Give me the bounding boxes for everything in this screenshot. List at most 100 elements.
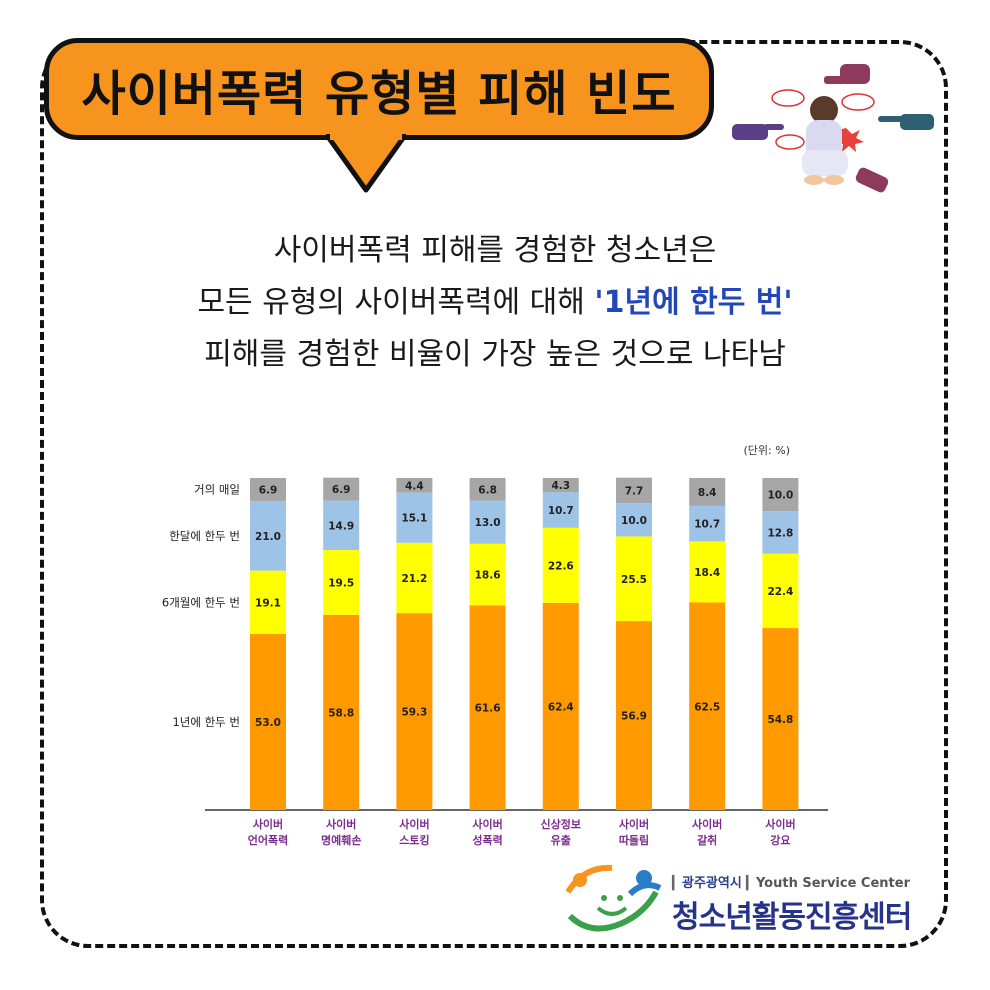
bar-segment (250, 478, 286, 501)
bar-segment (542, 527, 579, 603)
logo-name: 청소년활동진흥센터 (672, 900, 912, 935)
category-label: 스토킹 (399, 833, 429, 847)
data-label: 61.6 (475, 703, 501, 715)
logo-city: 광주광역시 (682, 876, 742, 891)
bar-segment (762, 511, 799, 554)
data-label: 6.9 (332, 484, 351, 496)
category-label: 언어폭력 (248, 833, 288, 847)
bar-segment (323, 550, 360, 615)
bar-segment (689, 478, 726, 506)
category-label: 사이버 (472, 817, 502, 831)
category-label: 사이버 (326, 817, 356, 831)
data-label: 25.5 (621, 574, 647, 586)
category-label: 명예훼손 (321, 833, 361, 847)
smiley-people-logo-icon (565, 864, 662, 932)
data-label: 15.1 (401, 513, 427, 525)
bar-segment (689, 505, 726, 542)
data-label: 18.6 (475, 570, 501, 582)
logo-english: Youth Service Center (755, 876, 910, 891)
category-label: 갈취 (697, 833, 717, 847)
data-label: 22.4 (767, 586, 793, 598)
bar-segment (323, 477, 360, 501)
data-label: 21.0 (255, 531, 281, 543)
category-label: 사이버 (619, 817, 649, 831)
bar-segment (616, 536, 652, 622)
data-label: 22.6 (548, 560, 574, 572)
bar-segment (250, 570, 286, 635)
category-label: 성폭력 (472, 833, 502, 847)
category-label: 유출 (551, 833, 571, 847)
bar-segment (323, 500, 360, 551)
category-label: 신상정보 (541, 817, 581, 831)
bar-segment (762, 553, 799, 629)
bar-segment (469, 478, 506, 501)
logo-subtitle: ▎광주광역시 ▎Youth Service Center (672, 872, 910, 891)
data-label: 21.2 (401, 573, 427, 585)
cyberbullying-illustration (732, 64, 934, 193)
data-label: 62.5 (694, 701, 720, 713)
data-label: 10.0 (621, 515, 647, 527)
bar-segment (469, 500, 506, 544)
category-label: 사이버 (253, 817, 283, 831)
category-label: 사이버 (399, 817, 429, 831)
bar-segment (762, 628, 799, 810)
bar-segment (469, 605, 506, 810)
data-label: 14.9 (328, 520, 354, 532)
data-label: 4.3 (551, 480, 570, 492)
data-label: 56.9 (621, 711, 647, 723)
bar-segment (250, 500, 286, 571)
page-title: 사이버폭력 유형별 피해 빈도 (81, 66, 677, 122)
bar-segment (323, 614, 360, 810)
data-label: 53.0 (255, 717, 281, 729)
bar-segment (689, 602, 726, 810)
fist-icon (824, 64, 870, 84)
data-label: 10.7 (548, 505, 574, 517)
pointing-hand-icon (855, 167, 889, 193)
headline-line-2: 모든 유형의 사이버폭력에 대해 '1년에 한두 번' (100, 277, 890, 329)
bar-segment (396, 613, 433, 810)
data-label: 12.8 (767, 527, 793, 539)
series-label: 거의 매일 (194, 482, 240, 496)
headline-line-2-text: 모든 유형의 사이버폭력에 대해 (197, 285, 595, 320)
data-label: 19.5 (328, 577, 354, 589)
data-label: 18.4 (694, 567, 720, 579)
bar-segment (469, 543, 506, 606)
headline: 사이버폭력 피해를 경험한 청소년은 모든 유형의 사이버폭력에 대해 '1년에… (100, 225, 890, 381)
logo-divider: ▎ (745, 876, 756, 891)
headline-line-3: 피해를 경험한 비율이 가장 높은 것으로 나타남 (204, 337, 786, 372)
bar-segment (396, 478, 433, 493)
series-label: 한달에 한두 번 (169, 529, 240, 543)
series-label: 6개월에 한두 번 (162, 595, 240, 609)
data-label: 19.1 (255, 597, 281, 609)
bar-segment (542, 478, 579, 493)
data-label: 8.4 (698, 487, 717, 499)
data-label: 6.9 (259, 484, 278, 496)
category-label: 따돌림 (619, 833, 649, 847)
bar-segment (616, 503, 652, 537)
headline-highlight: '1년에 한두 번' (594, 285, 793, 320)
data-label: 10.7 (694, 519, 720, 531)
bar-segment (542, 602, 579, 810)
bar-segment (396, 492, 433, 543)
headline-line-1: 사이버폭력 피해를 경험한 청소년은 (273, 233, 717, 268)
category-label: 사이버 (692, 817, 722, 831)
bar-segment (396, 542, 433, 614)
data-label: 13.0 (475, 517, 501, 529)
bar-segment (616, 477, 652, 504)
bar-segment (689, 541, 726, 603)
logo: ▎광주광역시 ▎Youth Service Center 청소년활동진흥센터 (560, 858, 940, 938)
bar-segment (762, 478, 799, 512)
pointing-hand-icon (732, 124, 784, 140)
category-label: 사이버 (765, 817, 795, 831)
data-label: 54.8 (767, 714, 793, 726)
data-label: 58.8 (328, 707, 354, 719)
data-label: 6.8 (478, 484, 497, 496)
unit-label: (단위: %) (744, 444, 790, 457)
logo-divider: ▎ (672, 876, 682, 891)
data-label: 7.7 (625, 485, 644, 497)
pointing-hand-icon (878, 114, 934, 130)
bar-segment (250, 634, 286, 810)
speech-bubble-tail (326, 134, 406, 193)
data-label: 10.0 (767, 490, 793, 502)
